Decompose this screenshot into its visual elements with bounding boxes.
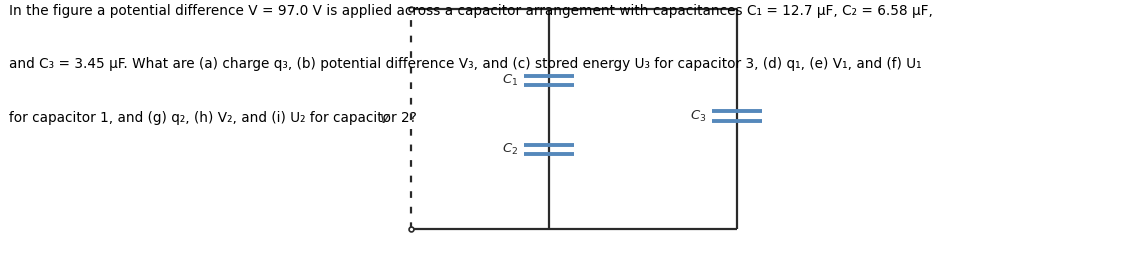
Text: In the figure a potential difference V = 97.0 V is applied across a capacitor ar: In the figure a potential difference V =…	[9, 4, 933, 18]
Text: $C_2$: $C_2$	[503, 141, 519, 156]
Text: $C_1$: $C_1$	[503, 72, 519, 88]
Text: $C_3$: $C_3$	[690, 108, 706, 123]
Text: $V$: $V$	[378, 113, 390, 126]
Text: and C₃ = 3.45 µF. What are (a) charge q₃, (b) potential difference V₃, and (c) s: and C₃ = 3.45 µF. What are (a) charge q₃…	[9, 57, 921, 71]
Text: for capacitor 1, and (g) q₂, (h) V₂, and (i) U₂ for capacitor 2?: for capacitor 1, and (g) q₂, (h) V₂, and…	[9, 110, 417, 124]
